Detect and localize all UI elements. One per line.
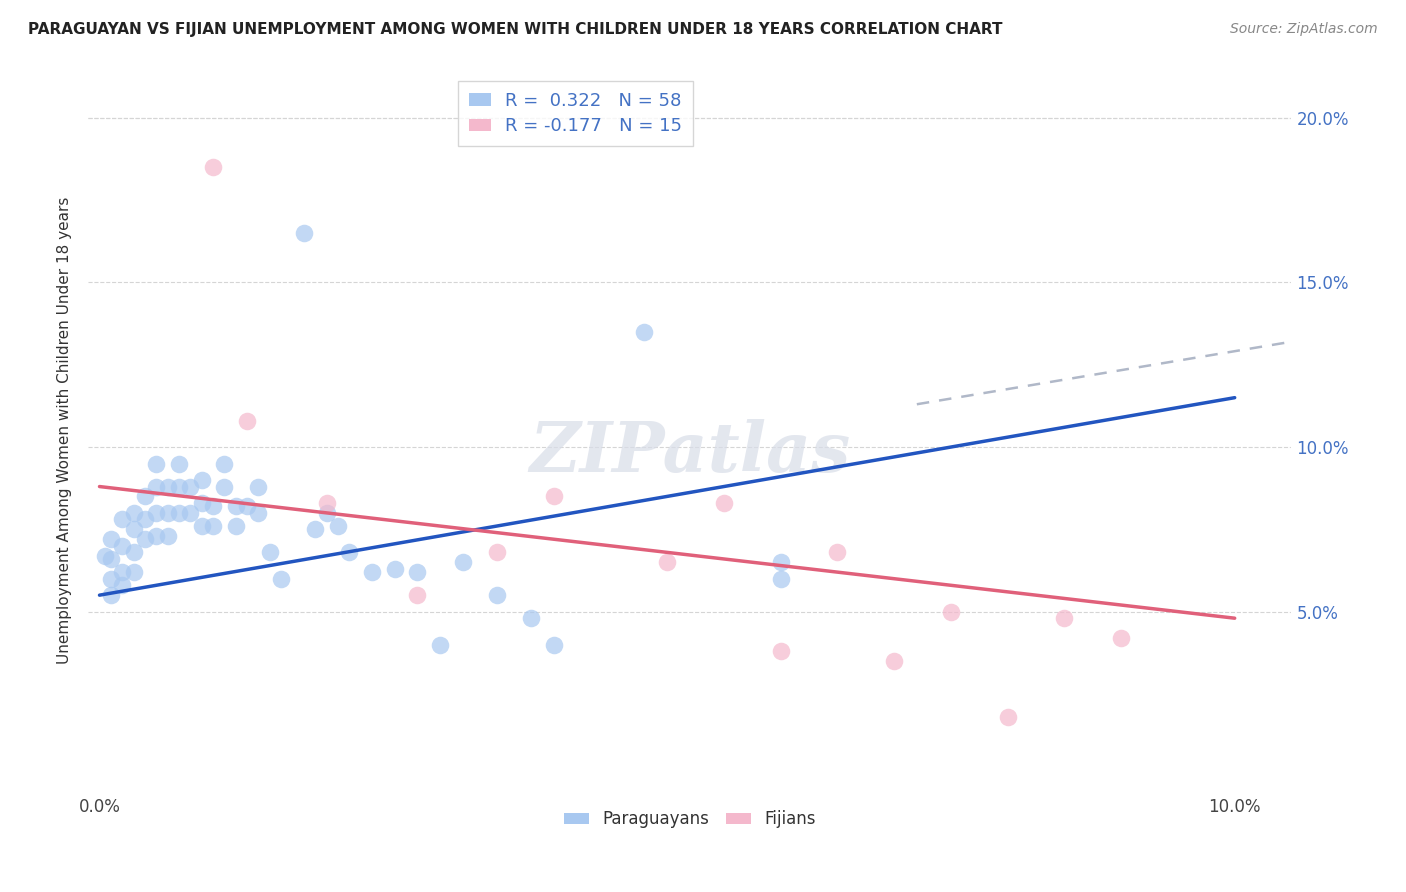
Point [827, 545, 849, 559]
Point [156, 529, 179, 543]
Point [156, 479, 179, 493]
Point [156, 506, 179, 520]
Point [236, 414, 259, 428]
Point [315, 496, 337, 510]
Point [179, 479, 201, 493]
Point [633, 325, 655, 339]
Point [190, 473, 212, 487]
Point [179, 506, 201, 520]
Legend: Paraguayans, Fijians: Paraguayans, Fijians [557, 804, 823, 835]
Point [315, 506, 337, 520]
Point [543, 490, 565, 504]
Point [190, 496, 212, 510]
Point [122, 506, 145, 520]
Point [111, 565, 134, 579]
Point [361, 565, 384, 579]
Point [292, 226, 315, 240]
Point [939, 605, 962, 619]
Point [100, 552, 122, 566]
Point [225, 519, 247, 533]
Point [167, 479, 190, 493]
Point [769, 644, 792, 658]
Point [384, 562, 406, 576]
Point [520, 611, 543, 625]
Point [214, 479, 236, 493]
Point [202, 519, 225, 533]
Point [145, 457, 167, 471]
Y-axis label: Unemployment Among Women with Children Under 18 years: Unemployment Among Women with Children U… [58, 197, 72, 665]
Point [145, 479, 167, 493]
Point [259, 545, 281, 559]
Point [543, 638, 565, 652]
Point [100, 532, 122, 546]
Text: PARAGUAYAN VS FIJIAN UNEMPLOYMENT AMONG WOMEN WITH CHILDREN UNDER 18 YEARS CORRE: PARAGUAYAN VS FIJIAN UNEMPLOYMENT AMONG … [28, 22, 1002, 37]
Point [225, 500, 247, 514]
Point [451, 555, 474, 569]
Point [997, 710, 1019, 724]
Point [247, 506, 270, 520]
Point [1109, 631, 1132, 645]
Point [485, 545, 508, 559]
Point [270, 572, 292, 586]
Point [145, 506, 167, 520]
Point [485, 588, 508, 602]
Point [190, 519, 212, 533]
Point [247, 479, 270, 493]
Point [111, 578, 134, 592]
Text: ZIPatlas: ZIPatlas [529, 418, 851, 486]
Point [406, 588, 429, 602]
Point [111, 539, 134, 553]
Point [134, 512, 156, 526]
Point [655, 555, 678, 569]
Point [883, 654, 905, 668]
Point [406, 565, 429, 579]
Point [214, 457, 236, 471]
Point [713, 496, 735, 510]
Point [122, 522, 145, 536]
Point [326, 519, 349, 533]
Text: Source: ZipAtlas.com: Source: ZipAtlas.com [1230, 22, 1378, 37]
Point [100, 588, 122, 602]
Point [1053, 611, 1076, 625]
Point [202, 161, 225, 175]
Point [236, 500, 259, 514]
Point [769, 572, 792, 586]
Point [111, 512, 134, 526]
Point [167, 506, 190, 520]
Point [134, 532, 156, 546]
Point [94, 549, 117, 563]
Point [122, 545, 145, 559]
Point [100, 572, 122, 586]
Point [122, 565, 145, 579]
Point [337, 545, 360, 559]
Point [145, 529, 167, 543]
Point [167, 457, 190, 471]
Point [134, 490, 156, 504]
Point [429, 638, 451, 652]
Point [304, 522, 326, 536]
Point [202, 500, 225, 514]
Point [769, 555, 792, 569]
